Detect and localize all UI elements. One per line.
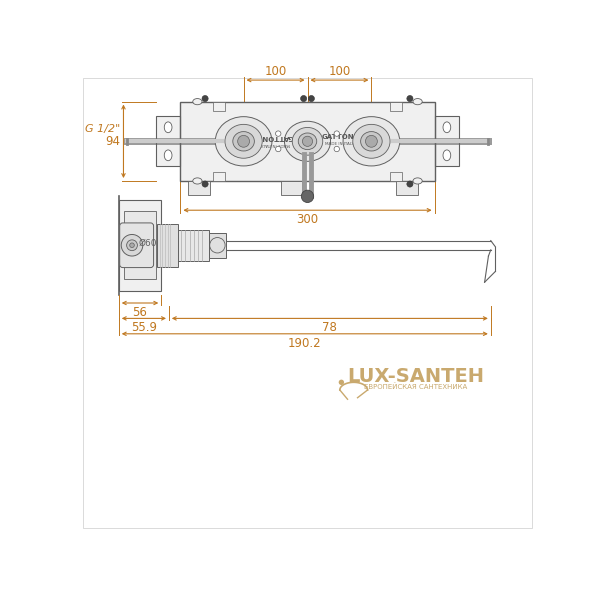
Ellipse shape: [353, 124, 390, 158]
Circle shape: [308, 95, 314, 101]
Bar: [181, 101, 434, 181]
Text: G 1/2": G 1/2": [85, 124, 121, 134]
Circle shape: [130, 243, 134, 248]
Ellipse shape: [225, 124, 262, 158]
Text: 56: 56: [133, 306, 148, 319]
Bar: [390, 172, 402, 181]
Ellipse shape: [164, 122, 172, 133]
Text: GATTONI: GATTONI: [322, 134, 356, 140]
Text: LUX-SANTEH: LUX-SANTEH: [347, 367, 484, 386]
Text: 78: 78: [322, 322, 337, 334]
Bar: [124, 211, 156, 279]
Circle shape: [121, 235, 143, 256]
Ellipse shape: [284, 121, 331, 161]
Bar: [161, 230, 209, 260]
Bar: [181, 101, 434, 181]
Text: ЕВРОПЕЙСКАЯ САНТЕХНИКА: ЕВРОПЕЙСКАЯ САНТЕХНИКА: [364, 383, 467, 389]
Circle shape: [301, 190, 314, 203]
Bar: [156, 116, 181, 166]
Bar: [396, 181, 418, 195]
Text: 55.9: 55.9: [131, 322, 157, 334]
Bar: [281, 181, 302, 195]
Circle shape: [334, 131, 340, 136]
Circle shape: [301, 95, 307, 101]
Ellipse shape: [443, 150, 451, 161]
Bar: [213, 101, 225, 111]
Ellipse shape: [233, 131, 254, 151]
Text: 100: 100: [328, 65, 350, 78]
Ellipse shape: [361, 131, 382, 151]
Circle shape: [365, 136, 377, 147]
Ellipse shape: [193, 178, 202, 184]
Bar: [390, 101, 402, 111]
Text: 94: 94: [106, 135, 121, 148]
Ellipse shape: [164, 150, 172, 161]
Circle shape: [275, 131, 281, 136]
Bar: [213, 172, 225, 181]
Bar: [119, 200, 161, 290]
Ellipse shape: [413, 178, 422, 184]
Circle shape: [334, 146, 340, 152]
Bar: [156, 116, 181, 166]
Ellipse shape: [292, 127, 323, 155]
Text: Ø60: Ø60: [138, 238, 157, 247]
Bar: [434, 116, 459, 166]
Text: MADE IN ITALY: MADE IN ITALY: [262, 142, 290, 146]
Bar: [209, 233, 226, 257]
Circle shape: [407, 95, 413, 101]
Bar: [434, 116, 459, 166]
Ellipse shape: [193, 98, 202, 105]
Text: MADE IN ITALY: MADE IN ITALY: [325, 142, 353, 146]
Circle shape: [275, 146, 281, 152]
Ellipse shape: [413, 98, 422, 105]
FancyBboxPatch shape: [119, 223, 154, 268]
Bar: [188, 181, 210, 195]
Circle shape: [302, 136, 313, 146]
Text: 100: 100: [265, 65, 287, 78]
Text: 190.2: 190.2: [288, 337, 322, 350]
Bar: [157, 224, 178, 267]
Circle shape: [338, 380, 344, 385]
Ellipse shape: [298, 133, 317, 149]
Text: 300: 300: [296, 213, 319, 226]
Circle shape: [202, 181, 208, 187]
Circle shape: [127, 240, 137, 251]
Circle shape: [202, 95, 208, 101]
Text: GATTONI: GATTONI: [259, 134, 293, 140]
Ellipse shape: [343, 116, 400, 166]
Circle shape: [407, 181, 413, 187]
Ellipse shape: [443, 122, 451, 133]
Circle shape: [238, 136, 250, 147]
Ellipse shape: [215, 116, 272, 166]
